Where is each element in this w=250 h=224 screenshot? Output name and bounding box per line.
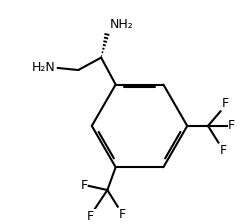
Text: NH₂: NH₂	[110, 18, 133, 31]
Text: F: F	[87, 210, 94, 223]
Text: F: F	[222, 97, 228, 110]
Text: H₂N: H₂N	[32, 61, 56, 74]
Text: F: F	[80, 179, 88, 192]
Text: F: F	[220, 144, 226, 157]
Text: F: F	[228, 119, 235, 132]
Text: F: F	[119, 208, 126, 221]
